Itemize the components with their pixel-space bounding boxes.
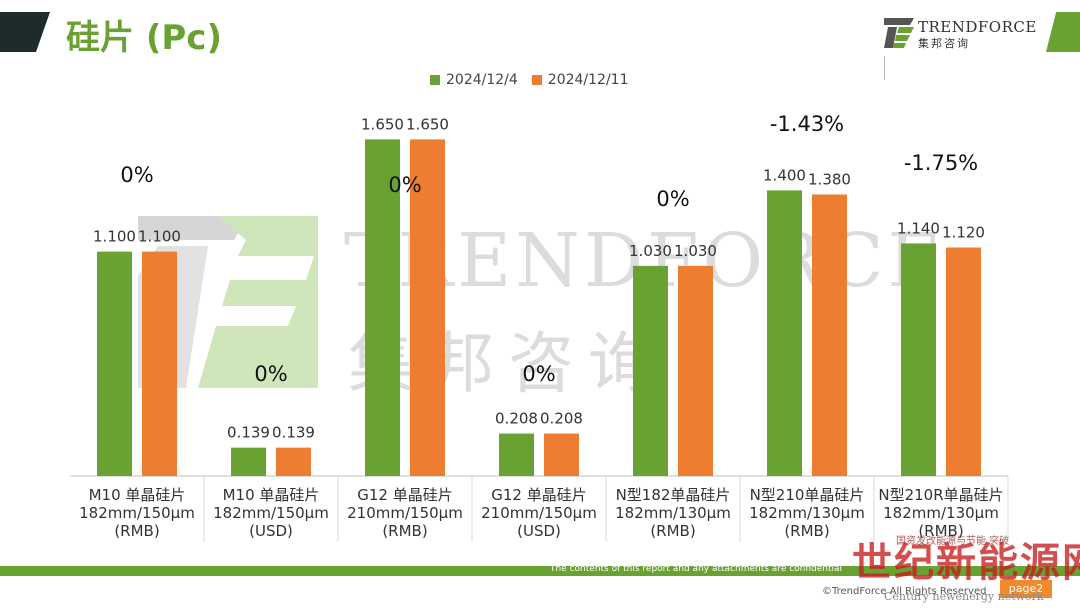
bar [901,243,936,476]
legend-item: 2024/12/11 [531,72,629,88]
legend-label: 2024/12/11 [547,72,629,88]
data-label: 0.139 [227,424,270,442]
data-label: 1.120 [942,224,985,242]
logo-name: TRENDFORCE [918,18,1037,36]
bar [812,194,847,477]
corner-stamp-caption: 国资发改能源与节能 突破 [896,536,1010,547]
legend-item: 2024/12/4 [430,72,518,88]
category-label: M10 单晶硅片 [223,486,320,504]
copyright-text: ©TrendForce All Rights Reserved [822,586,987,597]
change-label: 0% [522,362,555,386]
legend-label: 2024/12/4 [446,72,518,88]
category-label: 182mm/150μm [213,504,329,522]
data-label: 1.650 [361,115,404,133]
category-label: (USD) [249,522,293,540]
category-label: 210mm/150μm [347,504,463,522]
logo-divider [884,56,885,80]
data-label: 0.208 [540,410,583,428]
bar [142,251,177,476]
change-label: -1.75% [904,151,978,175]
legend-swatch-orange [531,75,542,85]
category-label: 182mm/130μm [883,504,999,522]
category-label: (RMB) [650,522,695,540]
legend-swatch-green [430,75,440,85]
bar [678,265,713,476]
category-label: (RMB) [918,522,963,540]
bar [276,447,311,476]
bar [499,433,534,476]
bar [365,139,400,476]
data-label: 1.650 [406,115,449,133]
category-label: M10 单晶硅片 [89,486,186,504]
bar [946,247,981,476]
bar [231,447,266,476]
category-label: (RMB) [382,522,427,540]
logo-subtitle: 集邦咨询 [918,37,970,50]
category-label: N型210单晶硅片 [750,486,865,504]
bar [410,139,445,476]
category-label: N型182单晶硅片 [616,486,731,504]
data-label: 0.139 [272,424,315,442]
data-label: 1.140 [897,219,940,237]
data-label: 1.030 [629,242,672,260]
footer-band [0,566,1080,576]
data-label: 1.100 [93,228,136,246]
category-label: G12 单晶硅片 [357,486,452,504]
data-label: 1.100 [138,228,181,246]
data-label: 1.400 [763,166,806,184]
data-label: 1.030 [674,242,717,260]
category-label: (USD) [517,522,561,540]
category-label: 182mm/130μm [615,504,731,522]
bar [97,251,132,476]
trendforce-logo-icon [884,18,914,48]
category-label: (RMB) [114,522,159,540]
bar [767,190,802,476]
category-label: 182mm/130μm [749,504,865,522]
change-label: 0% [120,163,153,187]
bar [633,265,668,476]
corner-stamp-subtitle: Century newenergy network [884,590,1044,603]
data-label: 1.380 [808,170,851,188]
category-label: N型210R单晶硅片 [878,486,1003,504]
page-title: 硅片 (Pc) [66,18,222,58]
footer-disclaimer: The contents of this report and any atta… [550,564,843,574]
change-label: 0% [388,173,421,197]
trendforce-logo: TRENDFORCE 集邦咨询 [884,18,1036,52]
change-label: 0% [254,362,287,386]
category-label: (RMB) [784,522,829,540]
change-label: 0% [656,187,689,211]
category-label: G12 单晶硅片 [491,486,586,504]
corner-stamp-watermark: 世纪新能源网 [852,540,1080,586]
page-number-badge: page2 [1000,580,1052,598]
data-label: 0.208 [495,410,538,428]
category-label: 210mm/150μm [481,504,597,522]
category-label: 182mm/150μm [79,504,195,522]
change-label: -1.43% [770,112,844,136]
chart-legend: 2024/12/4 2024/12/11 [430,72,629,88]
bar [544,433,579,476]
